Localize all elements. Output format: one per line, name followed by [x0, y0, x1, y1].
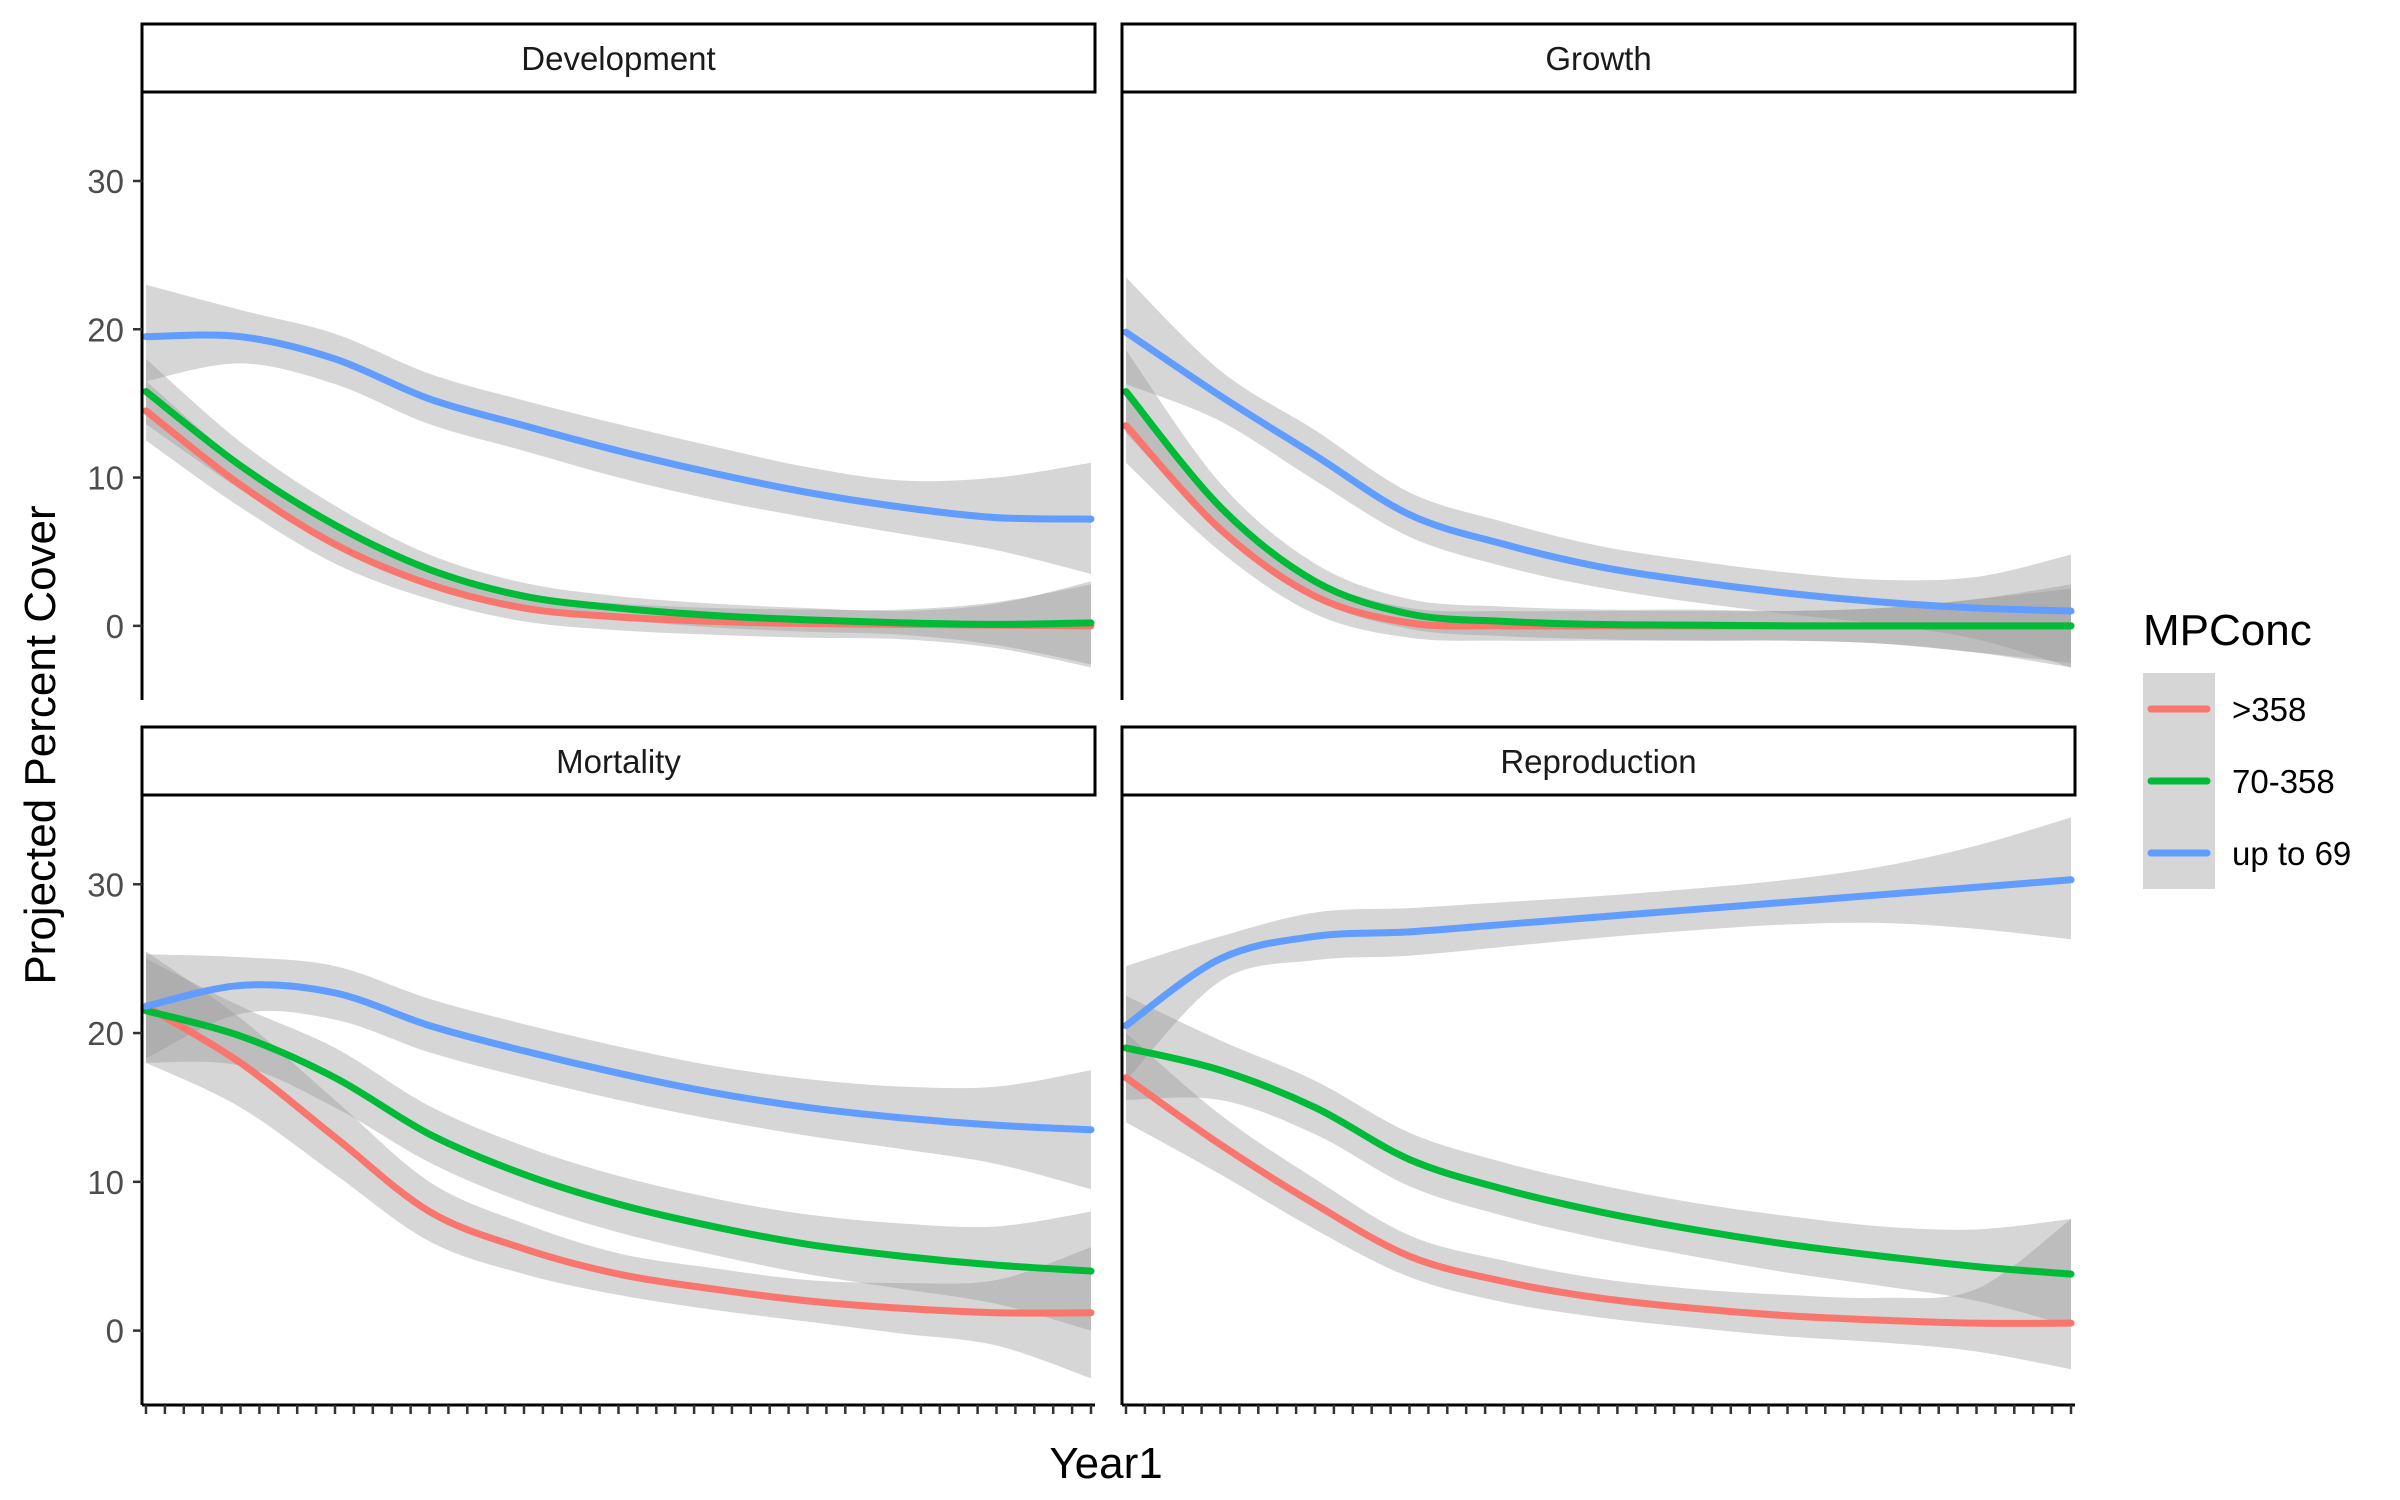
legend-label: 70-358	[2232, 763, 2335, 800]
y-tick-label: 20	[87, 1015, 124, 1052]
panel-reproduction: Reproduction	[1120, 725, 2077, 1414]
plot-area-growth	[1122, 277, 2075, 668]
y-tick-label: 0	[106, 608, 124, 645]
facet-strip-reproduction	[1120, 725, 2077, 797]
plot-area-mortality	[142, 951, 1095, 1379]
ci-band-358	[146, 951, 1091, 1379]
panel-development: Development 0 10 20 30	[87, 22, 1097, 700]
facet-label-development: Development	[521, 40, 715, 77]
y-tick-label: 10	[87, 1164, 124, 1201]
series-line-70-358	[1122, 1044, 2075, 1278]
series-line-70-358	[142, 388, 1095, 628]
ci-band-70-358	[146, 958, 1091, 1331]
legend-item-up-to-69: up to 69	[2143, 817, 2351, 889]
panel-growth: Growth	[1120, 22, 2077, 700]
series-line-up-to-69	[142, 331, 1095, 523]
y-tick-label: 0	[106, 1313, 124, 1350]
ci-band-up-to-69	[1126, 817, 2071, 1081]
x-axis-title: Year1	[1049, 1439, 1162, 1488]
plot-panels: Development 0 10 20 30 Growth Mortality 0 10 20 30…	[87, 22, 2077, 1414]
ci-band-70-358	[1126, 350, 2071, 668]
plot-area-development	[142, 284, 1095, 668]
y-tick-label: 30	[87, 866, 124, 903]
ci-band-70-358	[1126, 995, 2071, 1327]
legend-label: up to 69	[2232, 835, 2351, 872]
facet-strip-mortality	[140, 725, 1097, 797]
series-line-up-to-69	[1122, 876, 2075, 1030]
plot-area-reproduction	[1122, 817, 2075, 1370]
series-line-358	[142, 1002, 1095, 1317]
ci-band-70-358	[146, 358, 1091, 665]
y-axis-title: Projected Percent Cover	[16, 505, 65, 984]
series-line-70-358	[142, 1007, 1095, 1275]
legend-label: >358	[2232, 691, 2306, 728]
series-line-up-to-69	[142, 981, 1095, 1134]
legend-item-70-358: 70-358	[2143, 745, 2335, 817]
facet-label-mortality: Mortality	[556, 743, 681, 780]
y-tick-label: 20	[87, 311, 124, 348]
facet-label-reproduction: Reproduction	[1500, 743, 1696, 780]
series-line-358	[1122, 1074, 2075, 1327]
ci-band-358	[1126, 388, 2071, 663]
facet-label-growth: Growth	[1545, 40, 1651, 77]
legend-title: MPConc	[2143, 606, 2312, 655]
facet-strip-development	[140, 22, 1097, 94]
legend-keys: >358 70-358 up to 69	[2143, 673, 2351, 889]
legend: MPConc >358 70-358 up to 69	[2143, 606, 2351, 889]
facet-strip-growth	[1120, 22, 2077, 94]
series-line-up-to-69	[1122, 328, 2075, 615]
series-line-70-358	[1122, 388, 2075, 630]
y-tick-label: 10	[87, 460, 124, 497]
legend-item-358: >358	[2143, 673, 2306, 745]
y-tick-label: 30	[87, 163, 124, 200]
panel-mortality: Mortality 0 10 20 30	[87, 725, 1097, 1414]
